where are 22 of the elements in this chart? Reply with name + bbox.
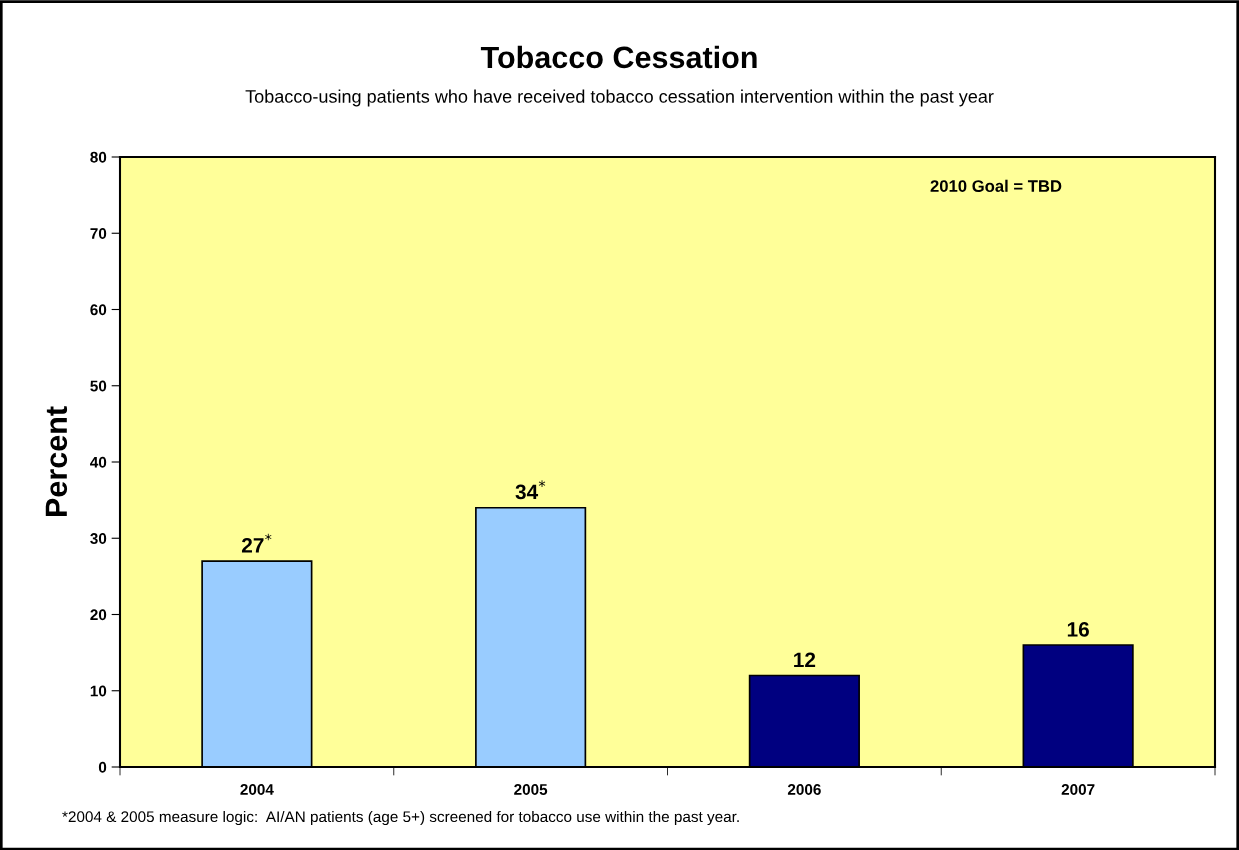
x-tick-label: 2006 — [787, 784, 821, 795]
data-label: 34$^{*}$ — [515, 480, 546, 500]
annotation: 2010 Goal = TBD — [930, 179, 1062, 192]
data-label: 16 — [1067, 621, 1089, 637]
x-tick-label: 2004 — [240, 784, 274, 795]
chart-title: Tobacco Cessation — [480, 45, 757, 69]
y-tick-label: 70 — [90, 228, 107, 239]
y-tick-label: 80 — [90, 151, 107, 163]
y-tick-label: 30 — [90, 533, 107, 544]
y-tick-label: 0 — [98, 761, 107, 773]
data-label: 12 — [794, 652, 816, 668]
y-tick-label: 20 — [90, 609, 107, 621]
text: *2004 & 2005 measure logic: AI/AN patients (age 5+) screened for tobacco use within the past year. — [62, 810, 739, 826]
y-tick-label: 60 — [90, 304, 107, 316]
y-axis-title: Percent — [45, 406, 68, 516]
chart-subtitle: Tobacco-using patients who have received tobacco cessation intervention within the past year — [245, 89, 994, 107]
x-tick-label: 2007 — [1061, 784, 1095, 795]
y-tick-label: 10 — [90, 685, 107, 697]
y-tick-label: 50 — [90, 380, 107, 392]
data-label: 27$^{*}$ — [241, 533, 272, 553]
x-tick-label: 2005 — [514, 784, 548, 795]
y-tick-label: 40 — [90, 456, 107, 468]
